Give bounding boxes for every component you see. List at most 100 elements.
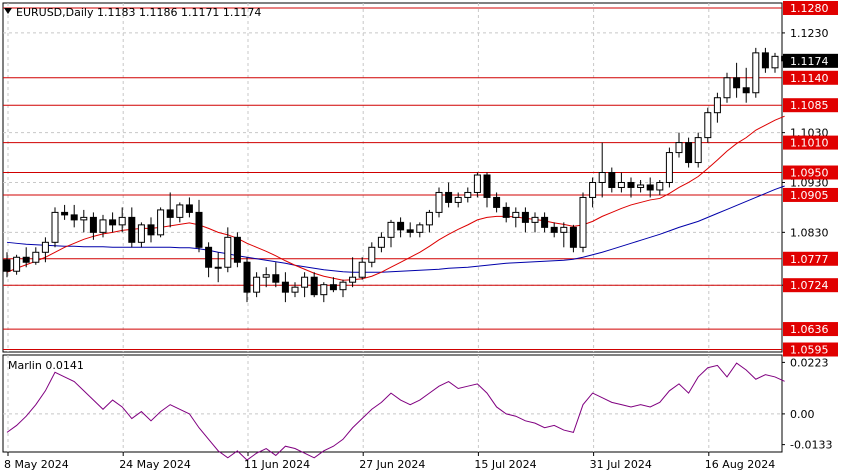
candle-bull <box>579 196 587 248</box>
candle-bull <box>349 276 357 283</box>
candle-bull <box>262 274 270 278</box>
candle-bull <box>157 209 165 236</box>
candle-bull <box>589 181 597 198</box>
level-label: 1.0905 <box>790 189 829 202</box>
level-label: 1.1010 <box>790 137 829 150</box>
candle-bear <box>608 172 616 188</box>
date-label: 8 May 2024 <box>4 458 69 471</box>
candle-bear <box>281 281 289 293</box>
candle-bull <box>358 261 366 278</box>
candle-bear <box>128 216 136 243</box>
candle-bull <box>713 97 721 114</box>
candle-bear <box>329 284 337 291</box>
level-label: 1.0950 <box>790 167 829 180</box>
candle-bull <box>665 152 673 183</box>
candle-bull <box>771 55 779 69</box>
candle-bear <box>205 246 213 268</box>
candle-bull <box>723 77 731 99</box>
candle-bull <box>176 204 184 218</box>
level-label-box <box>783 187 838 202</box>
last-price-label: 1.1174 <box>790 55 829 68</box>
level-label: 1.1085 <box>790 99 829 112</box>
candle-bull <box>32 251 40 263</box>
candle-bear <box>397 221 405 231</box>
osc-tick-label: 0.00 <box>790 408 815 421</box>
level-label: 1.0724 <box>790 279 829 292</box>
level-label-box <box>783 251 838 266</box>
candle-bear <box>445 191 453 203</box>
candle-bear <box>147 224 155 236</box>
candle-bear <box>243 261 251 293</box>
candle-bear <box>646 184 654 191</box>
level-label: 1.1280 <box>790 2 829 15</box>
level-label: 1.0595 <box>790 344 829 357</box>
candle-bear <box>61 211 69 216</box>
candle-bear <box>493 196 501 208</box>
candle-bull <box>41 241 49 253</box>
candle-bull <box>51 211 59 243</box>
candle-bear <box>733 77 741 89</box>
candle-bull <box>253 276 261 293</box>
candle-bull <box>656 181 664 191</box>
candle-bear <box>685 142 693 164</box>
candle-bear <box>89 216 97 233</box>
candle-bull <box>694 137 702 164</box>
candle-bull <box>416 224 424 233</box>
level-label-box <box>783 98 838 113</box>
candle-bear <box>272 274 280 283</box>
candle-bull <box>512 211 520 218</box>
date-label: 31 Jul 2024 <box>590 458 652 471</box>
candle-bear <box>310 276 318 296</box>
level-label-box <box>783 0 838 15</box>
oscillator-title: Marlin 0.0141 <box>8 359 84 372</box>
candle-bull <box>224 236 232 268</box>
candle-bear <box>233 236 241 263</box>
price-tick-label: 1.1230 <box>790 27 829 40</box>
candle-bull <box>637 184 645 188</box>
candle-bear <box>761 52 769 69</box>
level-label-box <box>783 322 838 337</box>
candle-bear <box>109 219 117 226</box>
oscillator-pane <box>2 354 783 453</box>
marlin-line <box>6 362 785 461</box>
ma-slow-line <box>6 185 785 273</box>
candle-bear <box>70 214 78 221</box>
level-label-box <box>783 278 838 293</box>
date-label: 11 Jun 2024 <box>244 458 310 471</box>
main-pane <box>2 2 783 353</box>
candle-bear <box>569 226 577 248</box>
candle-bear <box>166 209 174 218</box>
candle-bear <box>406 229 414 233</box>
candle-bull <box>99 219 107 233</box>
candle-bull <box>425 211 433 226</box>
candle-bear <box>550 226 558 233</box>
candle-bull <box>560 226 568 233</box>
level-label-box <box>783 135 838 150</box>
symbol-header: EURUSD,Daily 1.1183 1.1186 1.1171 1.1174 <box>16 6 261 19</box>
level-label: 1.1140 <box>790 72 829 85</box>
candle-bull <box>368 246 376 263</box>
candle-bear <box>185 204 193 213</box>
candle-bear <box>742 87 750 94</box>
level-label-box <box>783 342 838 357</box>
ma-fast-line <box>6 115 785 281</box>
candle-bull <box>377 236 385 248</box>
triangle-down-icon[interactable] <box>4 8 12 14</box>
level-label-box <box>783 165 838 180</box>
osc-tick-label: -0.0133 <box>790 439 832 452</box>
level-label: 1.0636 <box>790 323 829 336</box>
candle-bull <box>13 256 21 272</box>
candle-bull <box>137 224 145 243</box>
candle-bull <box>617 181 625 188</box>
price-tick-label: 1.0830 <box>790 226 829 239</box>
candle-bull <box>214 266 222 269</box>
candle-bull <box>454 196 462 203</box>
candle-bull <box>387 221 395 238</box>
candle-bull <box>435 191 443 213</box>
candle-bear <box>521 211 529 223</box>
candle-bear <box>483 174 491 198</box>
candle-bear <box>541 216 549 228</box>
date-label: 16 Aug 2024 <box>705 458 775 471</box>
candle-bull <box>301 276 309 288</box>
